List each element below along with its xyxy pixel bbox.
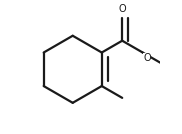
Text: O: O [143, 53, 151, 63]
Text: O: O [118, 4, 126, 14]
